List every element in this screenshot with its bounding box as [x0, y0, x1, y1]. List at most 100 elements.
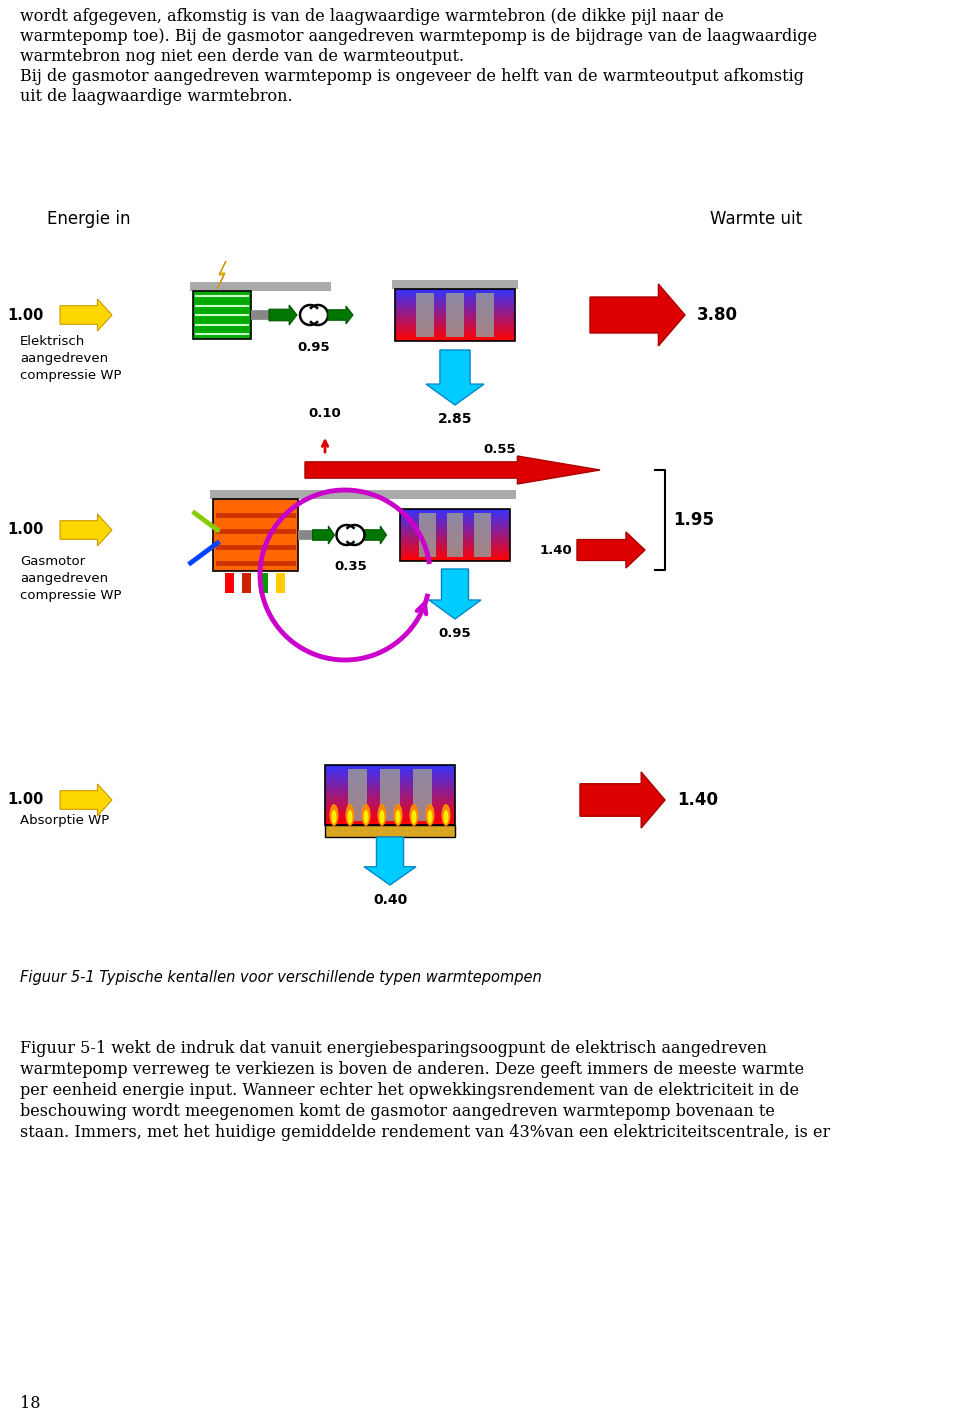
Bar — [395, 309, 515, 311]
Bar — [325, 773, 455, 776]
Bar — [325, 816, 455, 817]
Bar — [400, 538, 510, 539]
Bar — [413, 769, 432, 821]
Text: uit de laagwaardige warmtebron.: uit de laagwaardige warmtebron. — [20, 88, 293, 106]
Bar — [325, 766, 455, 769]
Text: warmtepomp toe). Bij de gasmotor aangedreven warmtepomp is de bijdrage van de la: warmtepomp toe). Bij de gasmotor aangedr… — [20, 29, 817, 46]
Text: 1.00: 1.00 — [8, 308, 44, 322]
Ellipse shape — [379, 810, 385, 824]
Bar — [325, 769, 455, 771]
Bar — [416, 292, 434, 337]
Text: Absorptie WP: Absorptie WP — [20, 814, 109, 827]
Polygon shape — [365, 526, 387, 543]
Bar — [325, 794, 455, 797]
Text: Elektrisch
aangedreven
compressie WP: Elektrisch aangedreven compressie WP — [20, 335, 122, 382]
Bar — [400, 509, 510, 560]
Bar — [395, 301, 515, 304]
Bar — [400, 522, 510, 523]
Polygon shape — [60, 784, 112, 816]
Ellipse shape — [394, 804, 402, 826]
Bar — [325, 774, 455, 777]
Polygon shape — [217, 261, 226, 289]
Bar — [400, 536, 510, 538]
Polygon shape — [429, 569, 481, 619]
Text: beschouwing wordt meegenomen komt de gasmotor aangedreven warmtepomp bovenaan te: beschouwing wordt meegenomen komt de gas… — [20, 1102, 775, 1119]
Text: 3.80: 3.80 — [697, 307, 738, 324]
Bar — [420, 513, 436, 558]
Text: Energie in: Energie in — [47, 210, 131, 228]
Bar — [325, 787, 455, 789]
Bar — [325, 813, 455, 814]
Bar — [325, 771, 455, 774]
Bar — [325, 797, 455, 800]
Bar — [395, 288, 515, 291]
Ellipse shape — [362, 804, 371, 826]
Bar — [400, 511, 510, 512]
Bar — [476, 292, 494, 337]
Ellipse shape — [412, 810, 417, 824]
Bar — [325, 823, 455, 826]
Text: per eenheid energie input. Wanneer echter het opwekkingsrendement van de elektri: per eenheid energie input. Wanneer echte… — [20, 1082, 799, 1099]
Bar — [395, 318, 515, 321]
Bar — [400, 528, 510, 530]
Text: 2.85: 2.85 — [438, 412, 472, 426]
Bar — [400, 542, 510, 545]
Ellipse shape — [444, 810, 448, 824]
Bar — [395, 305, 515, 307]
Text: 0.35: 0.35 — [334, 560, 367, 573]
Ellipse shape — [377, 804, 387, 826]
Polygon shape — [305, 456, 600, 483]
Ellipse shape — [348, 810, 352, 824]
Bar — [325, 780, 455, 781]
Text: wordt afgegeven, afkomstig is van de laagwaardige warmtebron (de dikke pijl naar: wordt afgegeven, afkomstig is van de laa… — [20, 9, 724, 26]
Bar — [400, 556, 510, 559]
Bar — [395, 317, 515, 319]
Bar — [380, 769, 399, 821]
Bar — [325, 764, 455, 767]
Text: 18: 18 — [20, 1395, 40, 1412]
Bar — [400, 525, 510, 528]
Bar — [395, 315, 515, 318]
Text: 0.55: 0.55 — [484, 443, 516, 456]
Bar — [395, 339, 515, 341]
Bar — [400, 509, 510, 511]
Bar — [325, 784, 455, 786]
Text: 1.95: 1.95 — [673, 511, 714, 529]
Bar — [325, 799, 455, 801]
Bar — [232, 491, 516, 499]
Text: 0.95: 0.95 — [439, 627, 471, 640]
Bar — [400, 519, 510, 520]
Ellipse shape — [331, 810, 337, 824]
Bar — [325, 764, 455, 826]
Text: 1.40: 1.40 — [540, 543, 572, 556]
Bar — [395, 327, 515, 328]
Bar — [395, 291, 515, 292]
Bar — [325, 793, 455, 796]
Bar — [395, 298, 515, 299]
Bar — [325, 781, 455, 783]
Text: 1.00: 1.00 — [8, 522, 44, 538]
Bar — [395, 332, 515, 335]
Bar — [400, 518, 510, 519]
Bar — [212, 499, 298, 570]
Text: Bij de gasmotor aangedreven warmtepomp is ongeveer de helft van de warmteoutput : Bij de gasmotor aangedreven warmtepomp i… — [20, 68, 804, 86]
Text: Figuur 5-1 wekt de indruk dat vanuit energiebesparingsoogpunt de elektrisch aang: Figuur 5-1 wekt de indruk dat vanuit ene… — [20, 1040, 767, 1057]
Bar — [325, 807, 455, 809]
Ellipse shape — [364, 810, 369, 824]
Bar — [325, 826, 455, 837]
Bar — [400, 532, 510, 533]
Bar — [395, 321, 515, 322]
Bar — [400, 552, 510, 553]
Bar — [325, 811, 455, 813]
Bar — [400, 520, 510, 522]
Polygon shape — [313, 526, 334, 543]
Ellipse shape — [442, 804, 450, 826]
Bar — [325, 801, 455, 804]
Bar — [400, 545, 510, 546]
Bar — [400, 555, 510, 558]
Text: 0.95: 0.95 — [298, 341, 330, 354]
Bar — [395, 294, 515, 295]
Ellipse shape — [427, 810, 433, 824]
Bar — [395, 311, 515, 312]
Bar — [325, 789, 455, 790]
